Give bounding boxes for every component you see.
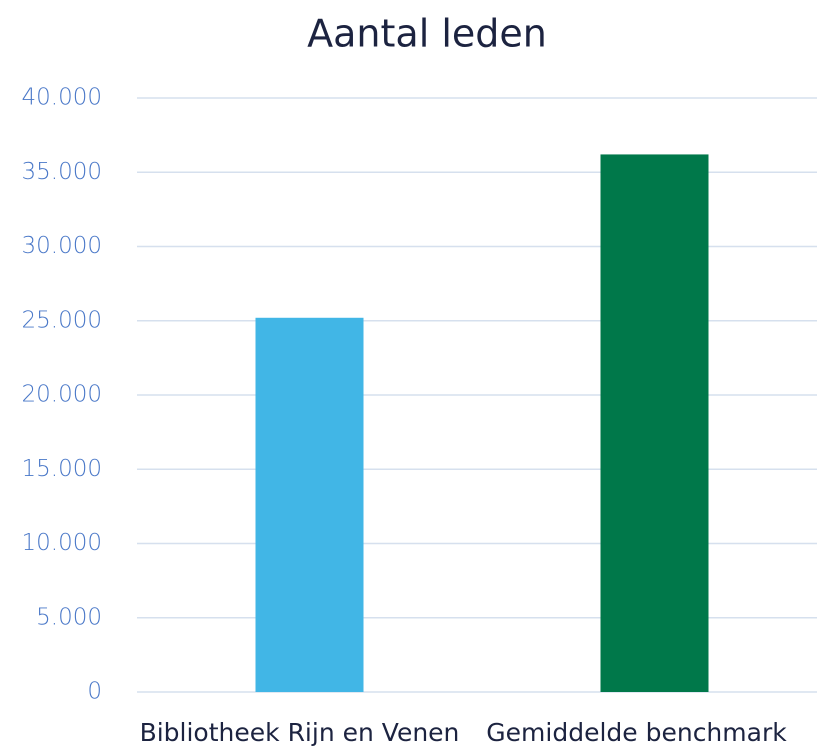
y-tick-label: 30.000 (22, 233, 102, 259)
y-tick-label: 35.000 (22, 159, 102, 185)
y-tick-label: 40.000 (22, 85, 102, 111)
bar (600, 154, 709, 692)
y-tick-label: 5.000 (36, 604, 102, 630)
bar (255, 317, 364, 692)
y-tick-label: 0 (87, 679, 102, 705)
x-tick-label: Gemiddelde benchmark (486, 718, 787, 747)
y-tick-label: 10.000 (22, 530, 102, 556)
y-tick-label: 20.000 (22, 382, 102, 408)
y-tick-label: 25.000 (22, 307, 102, 333)
y-tick-label: 15.000 (22, 456, 102, 482)
chart-title: Aantal leden (307, 12, 547, 56)
x-tick-label: Bibliotheek Rijn en Venen (140, 718, 460, 747)
